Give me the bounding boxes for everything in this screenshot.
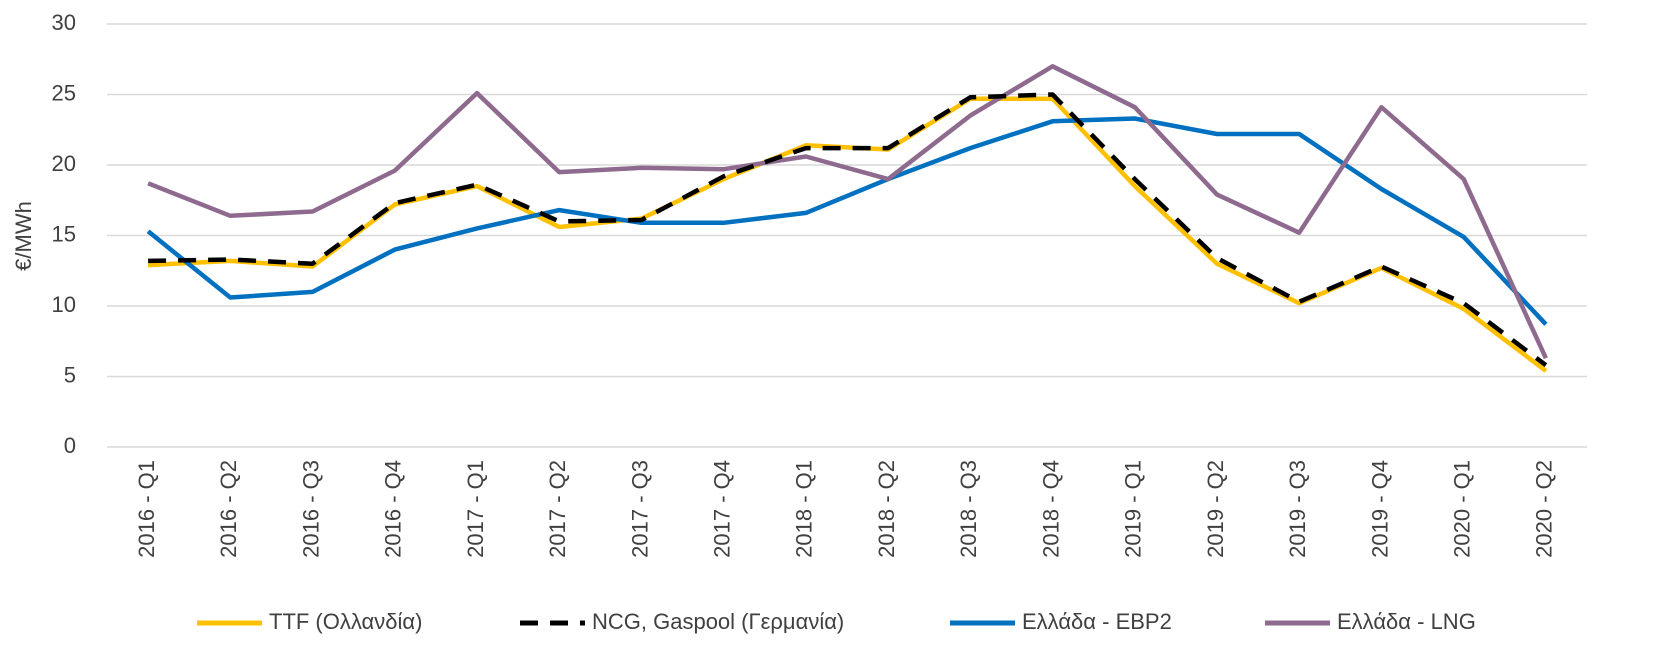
series-line	[146, 116, 1548, 326]
y-tick-label: 20	[52, 151, 76, 176]
x-tick-label: 2020 - Q1	[1449, 460, 1474, 558]
y-axis-label: €/MWh	[11, 201, 36, 271]
x-tick-label: 2019 - Q3	[1285, 460, 1310, 558]
legend-label: Ελλάδα - EBP2	[1022, 609, 1172, 634]
x-tick-label: 2016 - Q1	[134, 460, 159, 558]
y-tick-label: 25	[52, 80, 76, 105]
series-line	[148, 92, 1548, 367]
x-tick-label: 2017 - Q4	[709, 460, 734, 558]
y-tick-label: 10	[52, 292, 76, 317]
x-tick-label: 2019 - Q1	[1121, 460, 1146, 558]
legend-label: Ελλάδα - LNG	[1337, 609, 1476, 634]
legend-label: NCG, Gaspool (Γερμανία)	[592, 609, 844, 634]
y-tick-label: 30	[52, 10, 76, 35]
x-tick-label: 2018 - Q3	[956, 460, 981, 558]
x-tick-label: 2016 - Q2	[216, 460, 241, 558]
x-tick-label: 2019 - Q4	[1367, 460, 1392, 558]
x-tick-label: 2017 - Q2	[545, 460, 570, 558]
x-tick-label: 2017 - Q3	[627, 460, 652, 558]
y-tick-label: 0	[64, 433, 76, 458]
x-tick-label: 2016 - Q4	[381, 460, 406, 558]
y-tick-label: 15	[52, 221, 76, 246]
legend-label: TTF (Ολλανδία)	[269, 609, 422, 634]
x-tick-label: 2018 - Q4	[1038, 460, 1063, 558]
series-line	[147, 64, 1548, 360]
y-tick-label: 5	[64, 362, 76, 387]
x-tick-label: 2018 - Q2	[874, 460, 899, 558]
x-tick-label: 2016 - Q3	[298, 460, 323, 558]
x-tick-label: 2019 - Q2	[1203, 460, 1228, 558]
x-tick-label: 2018 - Q1	[792, 460, 817, 558]
x-tick-label: 2017 - Q1	[463, 460, 488, 558]
x-tick-label: 2020 - Q2	[1532, 460, 1557, 558]
